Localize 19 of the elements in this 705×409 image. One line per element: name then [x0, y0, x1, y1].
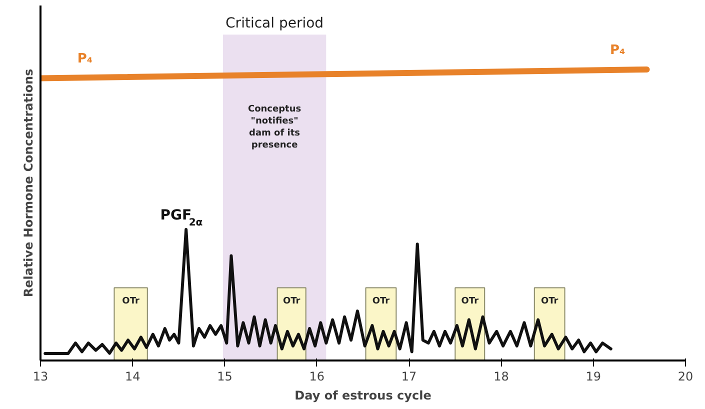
series-label: P₄ [77, 52, 93, 67]
band-label: OTr [461, 296, 480, 306]
x-tick-label: 18 [494, 370, 509, 384]
x-tick-label: 20 [678, 370, 694, 384]
text: P₄ [610, 42, 626, 58]
annotation: Conceptus "notifies" dam of its presence [248, 104, 302, 150]
x-tick-label: 16 [309, 370, 325, 384]
y-axis-title: Relative Hormone Concentrations [22, 68, 36, 298]
x-tick-label: 14 [125, 370, 140, 384]
x-tick-label: 13 [32, 370, 48, 384]
band-label: OTr [122, 296, 140, 306]
x-tick-label: 17 [401, 370, 417, 384]
band-label: OTr [282, 296, 301, 306]
band-label: OTr [540, 296, 559, 306]
x-tick-label: 15 [217, 370, 232, 384]
band-label: Critical period [226, 16, 324, 32]
x-axis-title: Day of estrous cycle [294, 388, 432, 402]
x-tick-label: 19 [586, 370, 602, 384]
band-label: OTr [372, 296, 390, 306]
